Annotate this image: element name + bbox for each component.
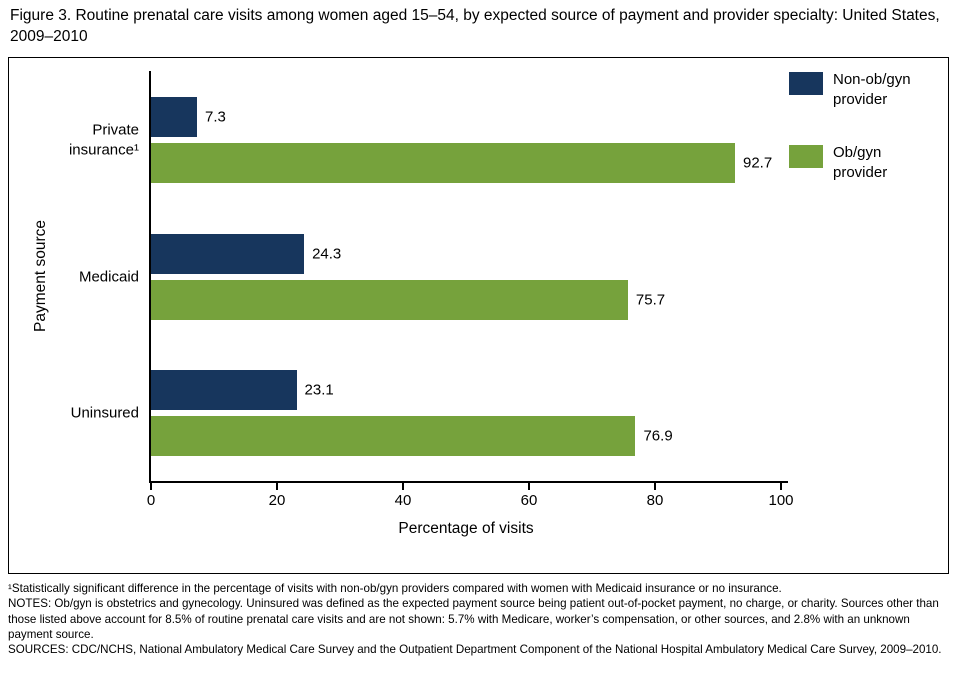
bar-obgyn bbox=[151, 279, 628, 320]
bar-non-obgyn bbox=[151, 233, 305, 274]
x-axis-tick-label: 100 bbox=[768, 492, 794, 509]
x-axis-tick bbox=[528, 483, 530, 490]
y-axis-line bbox=[149, 71, 151, 483]
footnote-significance: ¹Statistically significant difference in… bbox=[8, 582, 782, 595]
footnote-notes: NOTES: Ob/gyn is obstetrics and gynecolo… bbox=[8, 597, 939, 641]
bar-obgyn bbox=[151, 415, 636, 456]
legend-swatch bbox=[789, 72, 823, 95]
legend-label: Non-ob/gyn provider bbox=[833, 71, 911, 108]
x-axis-tick bbox=[780, 483, 782, 490]
bar-value-label: 92.7 bbox=[743, 154, 773, 172]
category-label: Medicaid bbox=[78, 267, 139, 285]
bar-non-obgyn bbox=[151, 97, 197, 138]
x-axis-tick-label: 0 bbox=[146, 492, 156, 509]
bar-value-label: 75.7 bbox=[635, 291, 666, 308]
legend-label: Ob/gyn provider bbox=[833, 144, 888, 181]
y-axis-title: Payment source bbox=[32, 220, 49, 332]
x-axis-tick-label: 40 bbox=[394, 492, 412, 509]
category-label: Private insurance¹ bbox=[68, 121, 139, 159]
plot-area: Percentage of visits Payment source Priv… bbox=[9, 58, 948, 573]
x-axis-tick bbox=[402, 483, 404, 490]
legend-swatch bbox=[789, 145, 823, 168]
x-axis-tick-label: 20 bbox=[268, 492, 286, 509]
x-axis-tick-label: 80 bbox=[646, 492, 664, 509]
footnotes: ¹Statistically significant difference in… bbox=[8, 581, 954, 657]
figure-title: Figure 3. Routine prenatal care visits a… bbox=[10, 7, 940, 45]
x-axis-tick bbox=[654, 483, 656, 490]
x-axis-tick-label: 60 bbox=[520, 492, 538, 509]
chart-container: Percentage of visits Payment source Priv… bbox=[8, 57, 949, 574]
bar-value-label: 23.1 bbox=[304, 381, 334, 399]
bar-value-label: 76.9 bbox=[643, 427, 673, 445]
x-axis-tick bbox=[150, 483, 152, 490]
bar-obgyn bbox=[151, 143, 735, 184]
footnote-sources: SOURCES: CDC/NCHS, National Ambulatory M… bbox=[8, 643, 942, 657]
x-axis-line bbox=[149, 481, 788, 483]
category-label: Uninsured bbox=[70, 404, 139, 422]
bar-non-obgyn bbox=[151, 369, 297, 410]
x-axis-title: Percentage of visits bbox=[398, 520, 534, 537]
bar-value-label: 24.3 bbox=[312, 245, 342, 262]
bar-value-label: 7.3 bbox=[204, 108, 226, 126]
x-axis-tick bbox=[276, 483, 278, 490]
